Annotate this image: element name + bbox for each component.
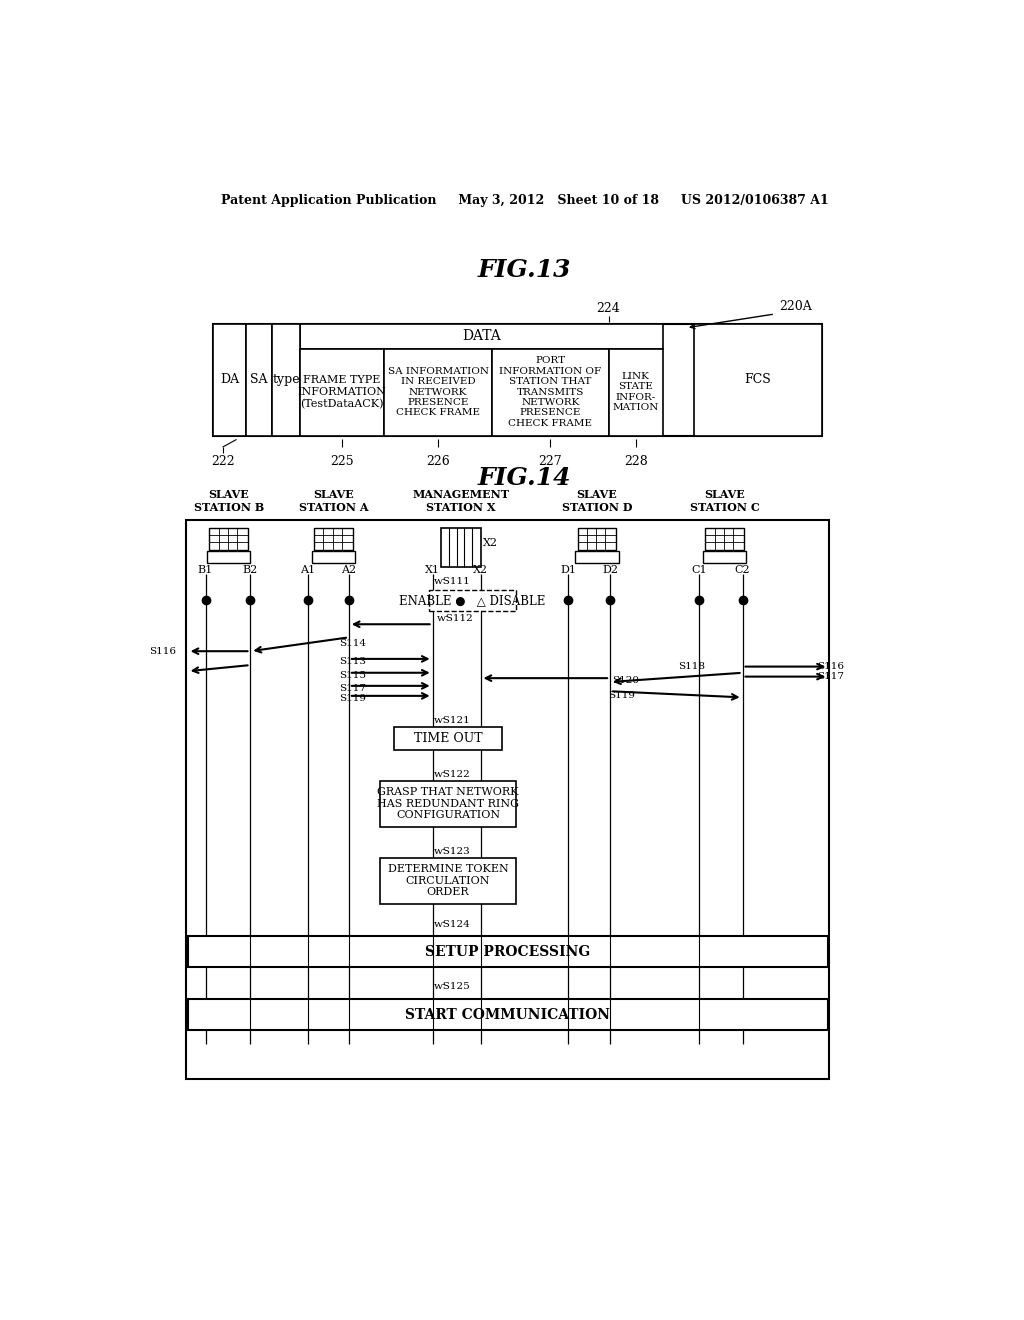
Text: S117: S117: [817, 672, 845, 681]
Text: FCS: FCS: [744, 374, 771, 387]
Text: S115: S115: [339, 671, 367, 680]
Bar: [380, 780, 516, 826]
Bar: [187, 936, 827, 966]
Text: SETUP PROCESSING: SETUP PROCESSING: [425, 945, 591, 958]
Bar: [703, 552, 746, 562]
Text: S117: S117: [339, 684, 367, 693]
Text: 225: 225: [330, 454, 353, 467]
Text: B1: B1: [198, 565, 213, 576]
Bar: [493, 348, 608, 436]
Text: S116: S116: [150, 647, 176, 656]
Bar: [246, 323, 272, 436]
Bar: [272, 323, 300, 436]
Text: SA: SA: [250, 374, 267, 387]
Text: 220A: 220A: [779, 300, 812, 313]
Text: 224: 224: [597, 302, 621, 315]
Text: X1: X1: [425, 565, 440, 576]
Text: 226: 226: [426, 454, 450, 467]
Text: SLAVE
STATION A: SLAVE STATION A: [299, 490, 368, 513]
Bar: [300, 323, 663, 348]
Text: ⱳS124: ⱳS124: [434, 920, 471, 929]
Text: B2: B2: [243, 565, 258, 576]
Text: FRAME TYPE
INFORMATION
(TestDataACK): FRAME TYPE INFORMATION (TestDataACK): [297, 375, 386, 409]
Text: SLAVE
STATION B: SLAVE STATION B: [194, 490, 264, 513]
Text: ENABLE ●   △ DISABLE: ENABLE ● △ DISABLE: [399, 594, 546, 607]
Text: SA INFORMATION
IN RECEIVED
NETWORK
PRESENCE
CHECK FRAME: SA INFORMATION IN RECEIVED NETWORK PRESE…: [387, 367, 488, 417]
Text: type: type: [272, 374, 300, 387]
Bar: [608, 348, 663, 436]
Text: S118: S118: [678, 663, 705, 671]
Text: S116: S116: [817, 663, 845, 671]
Text: FIG.13: FIG.13: [478, 257, 571, 282]
Bar: [693, 323, 821, 436]
Bar: [186, 520, 829, 1078]
Bar: [207, 552, 251, 562]
Text: C2: C2: [735, 565, 751, 576]
Text: ⱳS125: ⱳS125: [434, 982, 471, 990]
Bar: [441, 528, 481, 566]
Bar: [300, 348, 384, 436]
Text: A2: A2: [341, 565, 356, 576]
Text: DETERMINE TOKEN
CIRCULATION
ORDER: DETERMINE TOKEN CIRCULATION ORDER: [388, 865, 509, 898]
Text: X2: X2: [473, 565, 488, 576]
Bar: [213, 323, 246, 436]
Text: S114: S114: [339, 639, 367, 648]
Text: TIME OUT: TIME OUT: [414, 731, 482, 744]
Bar: [380, 858, 516, 904]
Text: MANAGEMENT
STATION X: MANAGEMENT STATION X: [413, 490, 510, 513]
Bar: [209, 528, 248, 549]
Text: SLAVE
STATION D: SLAVE STATION D: [561, 490, 632, 513]
Text: ⱳS111: ⱳS111: [434, 577, 471, 586]
Bar: [429, 590, 515, 611]
Bar: [575, 552, 618, 562]
Text: ⱳS122: ⱳS122: [434, 770, 471, 779]
Text: X2: X2: [483, 539, 499, 548]
Text: GRASP THAT NETWORK
HAS REDUNDANT RING
CONFIGURATION: GRASP THAT NETWORK HAS REDUNDANT RING CO…: [377, 787, 519, 820]
Text: D1: D1: [560, 565, 577, 576]
Text: S119: S119: [339, 694, 367, 702]
Bar: [578, 528, 616, 549]
Bar: [314, 528, 352, 549]
Text: ⱳS123: ⱳS123: [434, 847, 471, 855]
Text: S120: S120: [612, 676, 639, 685]
Bar: [213, 323, 821, 436]
Bar: [311, 552, 355, 562]
Bar: [394, 726, 503, 750]
Text: START COMMUNICATION: START COMMUNICATION: [406, 1007, 610, 1022]
Text: 228: 228: [624, 454, 647, 467]
Text: ⱳS121: ⱳS121: [434, 715, 471, 725]
Text: SLAVE
STATION C: SLAVE STATION C: [690, 490, 760, 513]
Bar: [706, 528, 744, 549]
Text: D2: D2: [602, 565, 618, 576]
Text: A1: A1: [300, 565, 315, 576]
Text: Patent Application Publication     May 3, 2012   Sheet 10 of 18     US 2012/0106: Patent Application Publication May 3, 20…: [221, 194, 828, 207]
Text: PORT
INFORMATION OF
STATION THAT
TRANSMITS
NETWORK
PRESENCE
CHECK FRAME: PORT INFORMATION OF STATION THAT TRANSMI…: [500, 356, 601, 428]
Bar: [384, 348, 493, 436]
Text: DA: DA: [220, 374, 239, 387]
Bar: [187, 999, 827, 1030]
Text: S119: S119: [608, 690, 635, 700]
Text: ⱳS112: ⱳS112: [436, 614, 473, 623]
Text: C1: C1: [691, 565, 707, 576]
Text: LINK
STATE
INFOR-
MATION: LINK STATE INFOR- MATION: [612, 372, 658, 412]
Text: 222: 222: [211, 454, 234, 467]
Text: 227: 227: [539, 454, 562, 467]
Text: DATA: DATA: [462, 329, 501, 343]
Text: S113: S113: [339, 657, 367, 665]
Text: FIG.14: FIG.14: [478, 466, 571, 490]
